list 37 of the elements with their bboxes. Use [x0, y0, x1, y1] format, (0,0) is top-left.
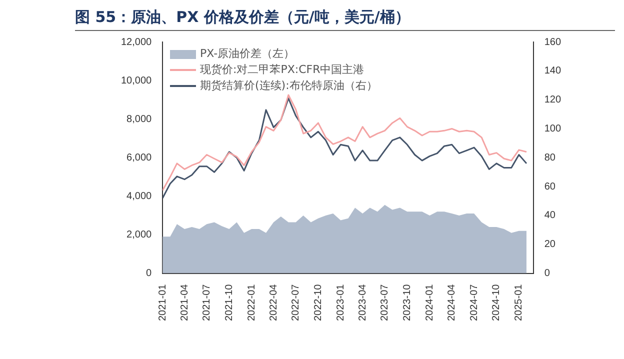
y2-tick-label: 120 [544, 94, 562, 106]
x-tick-label: 2022-01 [246, 284, 258, 322]
x-tick-label: 2023-07 [380, 284, 391, 322]
y2-tick-label: 100 [544, 123, 562, 134]
y2-tick-label: 60 [544, 181, 556, 192]
y2-tick-label: 20 [544, 239, 556, 250]
legend-label: 现货价:对二甲苯PX:CFR中国主港 [200, 62, 364, 78]
x-tick-label: 2021-01 [157, 284, 168, 322]
x-tick-label: 2023-01 [335, 284, 346, 322]
y2-tick-label: 160 [544, 36, 562, 48]
x-tick-label: 2022-10 [312, 284, 324, 322]
y2-tick-label: 0 [544, 268, 550, 280]
y-tick-label: 0 [146, 268, 152, 280]
x-tick-label: 2022-04 [268, 284, 280, 322]
chart-title: 图 55：原油、PX 价格及价差（元/吨，美元/桶） [75, 8, 615, 31]
legend-label: 期货结算价(连续):布伦特原油（右） [200, 78, 378, 94]
y-tick-label: 10,000 [120, 75, 152, 86]
x-tick-label: 2021-07 [201, 284, 212, 322]
legend-label: PX-原油价差（左） [200, 46, 295, 62]
x-tick-label: 2024-07 [468, 284, 480, 322]
x-tick-label: 2021-04 [179, 284, 190, 322]
y-tick-label: 6,000 [126, 152, 152, 164]
y-tick-label: 8,000 [126, 114, 152, 125]
x-tick-label: 2025-01 [514, 284, 525, 322]
y2-tick-label: 40 [544, 210, 556, 222]
y-tick-label: 12,000 [120, 36, 152, 48]
x-tick-label: 2023-10 [402, 284, 413, 322]
y-tick-label: 4,000 [126, 190, 152, 202]
x-tick-label: 2024-01 [424, 284, 436, 322]
x-tick-label: 2021-10 [224, 284, 235, 322]
x-tick-label: 2022-07 [290, 284, 302, 322]
x-tick-label: 2024-10 [491, 284, 502, 322]
y-tick-label: 2,000 [126, 230, 152, 240]
x-tick-label: 2024-04 [446, 284, 458, 322]
y2-tick-label: 140 [544, 66, 562, 77]
x-tick-label: 2023-04 [357, 284, 368, 322]
y2-tick-label: 80 [544, 152, 556, 164]
